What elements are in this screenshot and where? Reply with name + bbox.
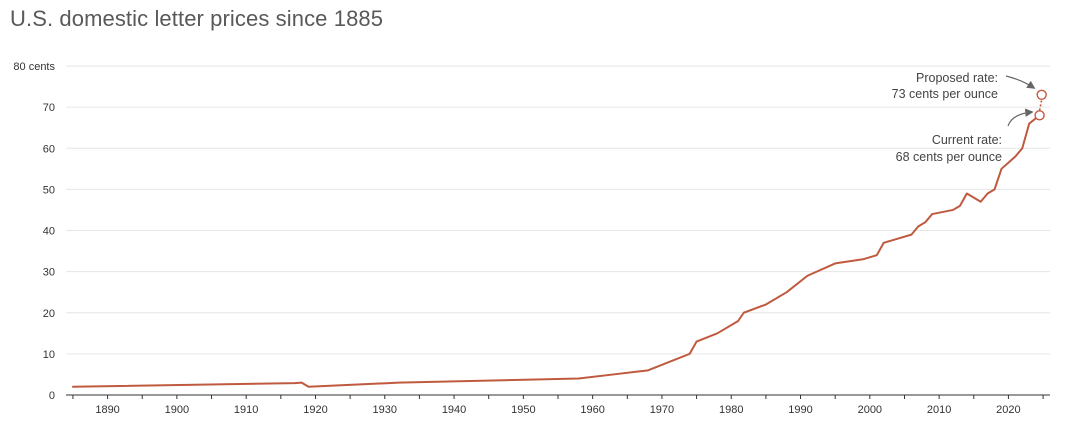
proposed-connector <box>1038 99 1043 111</box>
x-tick-label: 1980 <box>719 404 743 416</box>
proposed-rate-label: Proposed rate: <box>916 71 998 85</box>
x-tick-label: 1960 <box>580 404 604 416</box>
y-tick-label: 30 <box>43 267 55 279</box>
x-axis <box>66 394 1050 399</box>
current-rate-point <box>1034 110 1045 121</box>
chart-title: U.S. domestic letter prices since 1885 <box>10 6 384 31</box>
current-rate-label: Current rate: <box>932 133 1002 147</box>
gridlines <box>66 65 1050 355</box>
x-tick-label: 1900 <box>165 404 189 416</box>
current-rate-value: 68 cents per ounce <box>896 150 1002 164</box>
y-axis: 0 10 20 30 40 50 60 70 80 cents <box>13 61 55 402</box>
current-rate-arrow <box>1007 108 1034 127</box>
x-tick-label: 1930 <box>373 404 397 416</box>
series-group <box>71 89 1047 388</box>
x-tick-label: 1940 <box>442 404 466 416</box>
y-tick-label: 0 <box>49 390 55 402</box>
y-tick-label: 10 <box>43 349 55 361</box>
x-tick-label: 1970 <box>650 404 674 416</box>
x-tick-label: 1990 <box>788 404 812 416</box>
y-tick-label: 50 <box>43 184 55 196</box>
x-tick-label: 2010 <box>927 404 951 416</box>
y-tick-label: 80 cents <box>13 61 55 73</box>
x-tick-label: 1920 <box>303 404 327 416</box>
proposed-rate-arrow <box>1005 75 1036 89</box>
x-tick-label: 1950 <box>511 404 535 416</box>
proposed-rate-point <box>1036 89 1047 100</box>
x-tick-label: 1890 <box>95 404 119 416</box>
proposed-rate-value: 73 cents per ounce <box>892 87 998 101</box>
x-tick-label: 1910 <box>234 404 258 416</box>
x-tick-label: 2000 <box>858 404 882 416</box>
y-tick-label: 70 <box>43 102 55 114</box>
y-tick-label: 20 <box>43 308 55 320</box>
y-tick-label: 40 <box>43 226 55 238</box>
annotations: Proposed rate: 73 cents per ounce Curren… <box>892 71 1036 164</box>
y-tick-label: 60 <box>43 143 55 155</box>
x-tick-label: 2020 <box>996 404 1020 416</box>
x-tick-labels: 1890 1900 1910 1920 1930 1940 1950 1960 1970 1980… <box>95 404 1020 416</box>
price-series-line <box>71 114 1041 388</box>
